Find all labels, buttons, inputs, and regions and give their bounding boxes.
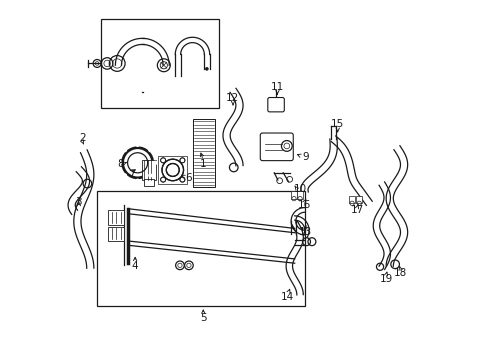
Bar: [108, 226, 124, 241]
Text: 17: 17: [350, 206, 364, 216]
Text: 10: 10: [293, 184, 306, 194]
FancyBboxPatch shape: [260, 133, 293, 161]
Text: 6: 6: [185, 173, 192, 183]
Circle shape: [205, 67, 208, 70]
Circle shape: [148, 173, 152, 177]
Bar: [290, 192, 296, 199]
Circle shape: [117, 161, 122, 165]
Circle shape: [148, 148, 152, 152]
Text: 12: 12: [225, 93, 238, 103]
Text: 1: 1: [200, 159, 206, 169]
Text: 3: 3: [75, 197, 82, 207]
Text: 4: 4: [132, 261, 138, 271]
Text: 19: 19: [379, 274, 392, 284]
Circle shape: [122, 173, 127, 177]
Bar: [97, 192, 305, 306]
Bar: [101, 19, 219, 108]
Text: 2: 2: [79, 133, 85, 143]
Bar: [158, 156, 187, 184]
Bar: [144, 179, 154, 186]
Text: 14: 14: [280, 292, 294, 302]
Text: 13: 13: [298, 227, 311, 237]
Circle shape: [153, 161, 158, 165]
Circle shape: [135, 143, 140, 147]
Text: 16: 16: [298, 200, 311, 210]
Bar: [108, 211, 124, 225]
FancyBboxPatch shape: [267, 98, 284, 112]
Text: 18: 18: [393, 268, 407, 278]
Text: 8: 8: [117, 159, 124, 169]
Text: 15: 15: [330, 120, 344, 129]
Bar: [192, 119, 214, 187]
Text: 7: 7: [128, 170, 135, 180]
Text: 5: 5: [200, 313, 206, 323]
Bar: [297, 192, 303, 199]
Bar: [356, 196, 362, 203]
Bar: [348, 196, 354, 203]
Bar: [142, 160, 156, 180]
Text: 9: 9: [302, 152, 308, 162]
Text: 11: 11: [270, 82, 284, 92]
Circle shape: [122, 148, 127, 152]
Circle shape: [135, 179, 140, 183]
